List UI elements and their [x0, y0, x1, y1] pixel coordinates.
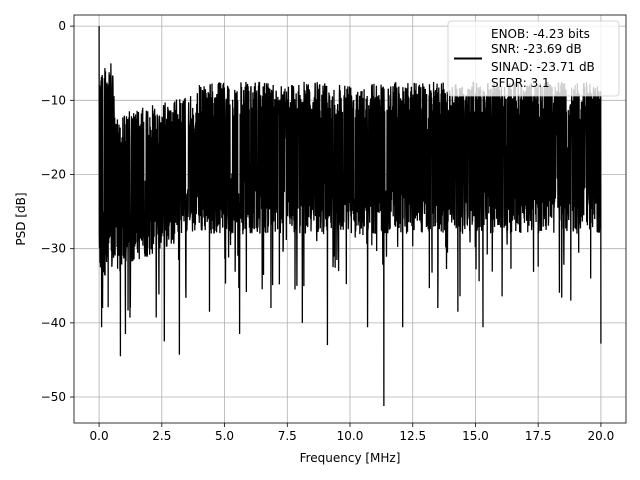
y-tick-label: −40	[41, 316, 66, 330]
x-tick-label: 7.5	[278, 429, 297, 443]
x-axis-label: Frequency [MHz]	[300, 451, 401, 465]
legend-entry-snr: SNR: -23.69 dB	[491, 42, 582, 56]
legend-entry-sfdr: SFDR: 3.1	[491, 76, 550, 90]
legend-entry-enob: ENOB: -4.23 bits	[491, 27, 590, 41]
legend: ENOB: -4.23 bits SNR: -23.69 dB SINAD: -…	[447, 20, 620, 97]
psd-line	[98, 26, 602, 406]
legend-box	[447, 20, 620, 97]
y-tick-label: −10	[41, 93, 66, 107]
x-tick-label: 10.0	[337, 429, 364, 443]
x-tick-label: 2.5	[152, 429, 171, 443]
x-tick-label: 17.5	[525, 429, 552, 443]
y-axis: 0 −10 −20 −30 −40 −50	[41, 19, 74, 404]
psd-series	[98, 26, 602, 406]
x-tick-label: 12.5	[399, 429, 426, 443]
y-tick-label: −30	[41, 242, 66, 256]
y-tick-label: −20	[41, 167, 66, 181]
y-axis-label: PSD [dB]	[14, 192, 28, 245]
y-tick-label: −50	[41, 390, 66, 404]
x-tick-label: 5.0	[215, 429, 234, 443]
y-tick-label: 0	[58, 19, 66, 33]
x-tick-label: 20.0	[588, 429, 615, 443]
x-tick-label: 0.0	[90, 429, 109, 443]
x-tick-label: 15.0	[462, 429, 489, 443]
legend-entry-sinad: SINAD: -23.71 dB	[491, 60, 595, 74]
x-axis: 0.0 2.5 5.0 7.5 10.0 12.5 15.0 17.5 20.0	[90, 423, 615, 443]
